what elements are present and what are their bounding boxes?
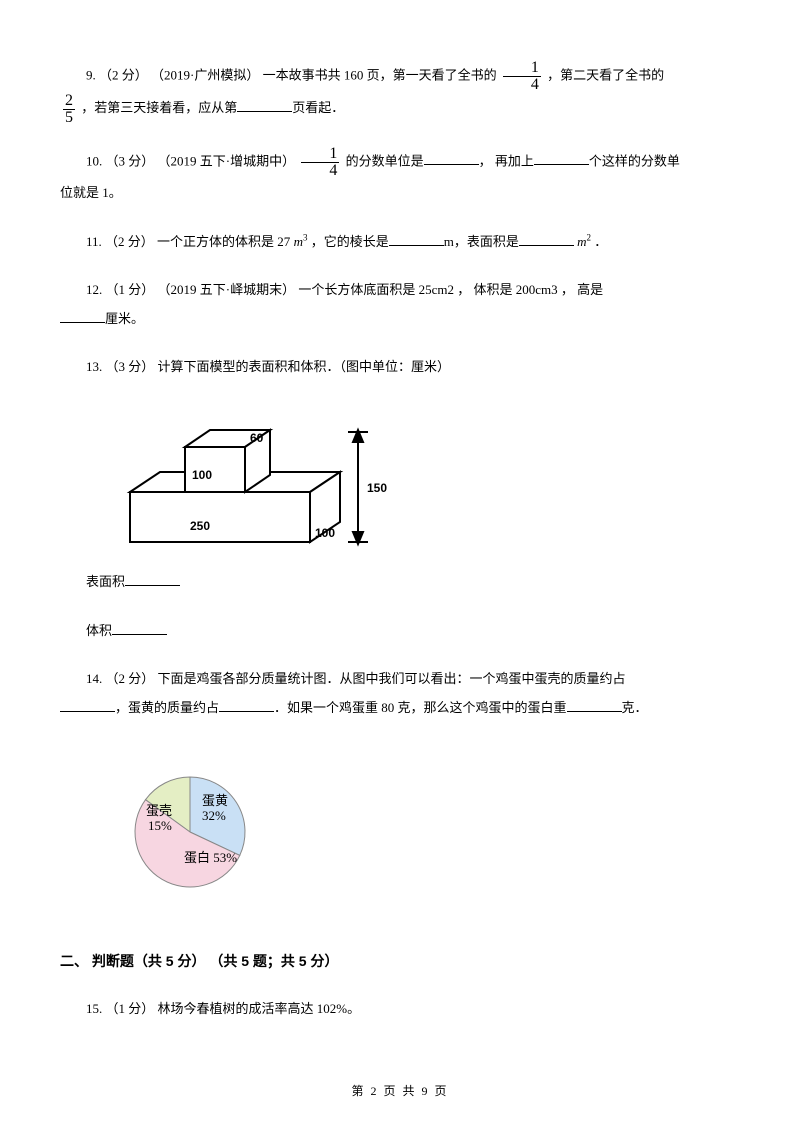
pie-label: 蛋黄 <box>202 793 228 808</box>
frac-num: 2 <box>63 93 75 110</box>
pie-label: 蛋壳 <box>146 803 172 818</box>
q-text: ．如果一个鸡蛋重 80 克，那么这个鸡蛋中的蛋白重 <box>274 700 567 715</box>
fill-blank[interactable] <box>567 698 622 712</box>
exp: 3 <box>303 232 308 242</box>
q-num: 12. <box>86 282 102 297</box>
q-text: 个这样的分数单 <box>589 153 680 168</box>
q-text: 林场今春植树的成活率高达 102%。 <box>158 1001 361 1016</box>
fill-blank[interactable] <box>237 98 292 112</box>
q-text: 一个正方体的体积是 27 <box>157 234 290 249</box>
dim-label: 100 <box>192 468 212 482</box>
q-text: 一个长方体底面积是 25cm2 ， 体积是 200cm3 ， 高是 <box>298 282 603 297</box>
fraction: 25 <box>63 93 75 126</box>
q-pts: （2 分） <box>105 234 154 249</box>
pie-pct: 32% <box>202 808 226 823</box>
q-pts: （3 分） <box>106 153 155 168</box>
pie-label: 蛋白 53% <box>184 850 237 865</box>
q-pts: （1 分） <box>106 282 155 297</box>
q-pts: （1 分） <box>106 1001 155 1016</box>
q13-surface: 表面积 <box>60 568 740 597</box>
q-pts: （2 分） <box>106 671 155 686</box>
boxes-diagram: 60 100 150 250 100 <box>120 402 410 552</box>
unit: m <box>294 234 303 249</box>
q-text: ，若第三天接着看，应从第 <box>81 100 237 115</box>
q-text: ． <box>594 234 607 249</box>
q-pts: （2 分） <box>99 67 148 82</box>
q-text: 位就是 1。 <box>60 185 122 200</box>
fill-blank[interactable] <box>519 232 574 246</box>
q-text: 克． <box>622 700 648 715</box>
fill-blank[interactable] <box>534 151 589 165</box>
pie-pct: 15% <box>148 818 172 833</box>
q-text: 页看起． <box>292 100 344 115</box>
dim-label: 150 <box>367 481 387 495</box>
q-text: m，表面积是 <box>444 234 519 249</box>
q-src: （2019 五下·峄城期末） <box>158 282 296 297</box>
dim-label: 60 <box>250 431 264 445</box>
question-13: 13. （3 分） 计算下面模型的表面积和体积．（图中单位：厘米） <box>60 353 740 382</box>
q-text: ， 再加上 <box>479 153 534 168</box>
q-text: 的分数单位是 <box>346 153 424 168</box>
q-num: 15. <box>86 1001 102 1016</box>
q-text: 下面是鸡蛋各部分质量统计图．从图中我们可以看出：一个鸡蛋中蛋壳的质量约占 <box>158 671 626 686</box>
q-num: 11. <box>86 234 102 249</box>
q-text: 计算下面模型的表面积和体积．（图中单位：厘米） <box>158 359 451 374</box>
section-2-title: 二、 判断题（共 5 分） （共 5 题；共 5 分） <box>60 946 740 977</box>
question-14: 14. （2 分） 下面是鸡蛋各部分质量统计图．从图中我们可以看出：一个鸡蛋中蛋… <box>60 665 740 722</box>
frac-num: 1 <box>301 146 339 163</box>
q-pts: （3 分） <box>106 359 155 374</box>
boxes-svg: 60 100 150 250 100 <box>120 402 410 552</box>
frac-den: 4 <box>503 77 541 93</box>
q-text: 厘米。 <box>105 311 144 326</box>
page-footer: 第 2 页 共 9 页 <box>0 1078 800 1104</box>
fill-blank[interactable] <box>424 151 479 165</box>
q-num: 10. <box>86 153 102 168</box>
q13-volume: 体积 <box>60 617 740 646</box>
fill-blank[interactable] <box>389 232 444 246</box>
label: 体积 <box>86 623 112 638</box>
fill-blank[interactable] <box>112 621 167 635</box>
q-text: ，它的棱长是 <box>311 234 389 249</box>
pie-svg: 蛋壳15% 蛋黄32% 蛋白 53% <box>110 742 280 907</box>
question-15: 15. （1 分） 林场今春植树的成活率高达 102%。 <box>60 995 740 1024</box>
label: 表面积 <box>86 574 125 589</box>
frac-den: 4 <box>301 163 339 179</box>
q-num: 14. <box>86 671 102 686</box>
q-num: 13. <box>86 359 102 374</box>
q-text: ，蛋黄的质量约占 <box>115 700 219 715</box>
dim-label: 250 <box>190 519 210 533</box>
q-src: （2019 五下·增城期中） <box>158 153 296 168</box>
q-text: ，第二天看了全书的 <box>547 67 664 82</box>
question-9: 9. （2 分） （2019·广州模拟） 一本故事书共 160 页，第一天看了全… <box>60 60 740 126</box>
fraction: 14 <box>301 146 339 179</box>
question-10: 10. （3 分） （2019 五下·增城期中） 14 的分数单位是 ， 再加上 个… <box>60 146 740 208</box>
question-12: 12. （1 分） （2019 五下·峄城期末） 一个长方体底面积是 25cm2… <box>60 276 740 333</box>
pie-chart: 蛋壳15% 蛋黄32% 蛋白 53% <box>110 742 740 918</box>
frac-num: 1 <box>503 60 541 77</box>
q-num: 9. <box>86 67 96 82</box>
question-11: 11. （2 分） 一个正方体的体积是 27 m3 ，它的棱长是m，表面积是 m… <box>60 228 740 257</box>
fraction: 14 <box>503 60 541 93</box>
fill-blank[interactable] <box>60 309 105 323</box>
fill-blank[interactable] <box>219 698 274 712</box>
frac-den: 5 <box>63 110 75 126</box>
fill-blank[interactable] <box>60 698 115 712</box>
q-src: （2019·广州模拟） <box>151 67 259 82</box>
dim-label: 100 <box>315 526 335 540</box>
exp: 2 <box>586 232 591 242</box>
q-text: 一本故事书共 160 页，第一天看了全书的 <box>263 67 497 82</box>
fill-blank[interactable] <box>125 572 180 586</box>
